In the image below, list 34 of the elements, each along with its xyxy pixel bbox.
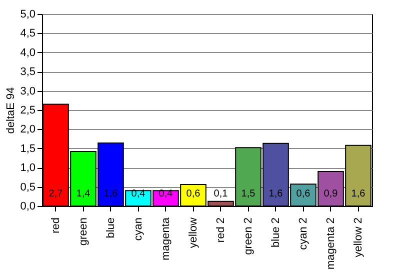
y-tick-label: 4,5 bbox=[20, 28, 36, 40]
data-label: 1,6 bbox=[351, 188, 366, 200]
y-tick-label: 5,0 bbox=[20, 8, 36, 20]
data-label: 0,6 bbox=[296, 188, 311, 200]
y-tick-label: 2,5 bbox=[20, 104, 36, 116]
y-tick-label: 3,5 bbox=[20, 66, 36, 78]
y-tick-label: 1,0 bbox=[20, 162, 36, 174]
data-label: 1,5 bbox=[241, 188, 256, 200]
x-tick-label: cyan 2 bbox=[297, 218, 310, 250]
x-tick-label: cyan bbox=[132, 218, 144, 241]
data-label: 2,7 bbox=[48, 188, 64, 200]
x-tick-label: red 2 bbox=[214, 218, 227, 243]
y-tick-label: 0,5 bbox=[20, 181, 36, 194]
data-label: 1,6 bbox=[268, 188, 284, 200]
y-tick-label: 4,0 bbox=[20, 46, 36, 59]
x-tick-label: red bbox=[50, 218, 62, 234]
y-tick-label: 0,0 bbox=[20, 200, 36, 212]
y-tick-label: 1,5 bbox=[20, 142, 36, 155]
x-tick-label: blue bbox=[104, 218, 117, 238]
x-tick-label: blue 2 bbox=[270, 218, 282, 248]
x-tick-label: green 2 bbox=[242, 218, 254, 255]
data-label: 1,4 bbox=[76, 188, 91, 200]
x-tick-label: magenta 2 bbox=[324, 218, 337, 270]
y-tick-label: 2,0 bbox=[20, 124, 36, 136]
data-label: 0,9 bbox=[324, 188, 338, 200]
x-tick-label: magenta bbox=[160, 216, 172, 260]
data-label: 1,6 bbox=[104, 188, 118, 200]
y-axis-title: deltaE 94 bbox=[5, 87, 18, 134]
data-label: 0,1 bbox=[214, 188, 228, 200]
x-tick-label: green bbox=[77, 218, 90, 246]
x-tick-label: yellow bbox=[187, 217, 200, 248]
x-tick-label: yellow 2 bbox=[352, 218, 364, 258]
data-label: 0,6 bbox=[186, 188, 201, 200]
y-tick-label: 3,0 bbox=[20, 85, 36, 98]
